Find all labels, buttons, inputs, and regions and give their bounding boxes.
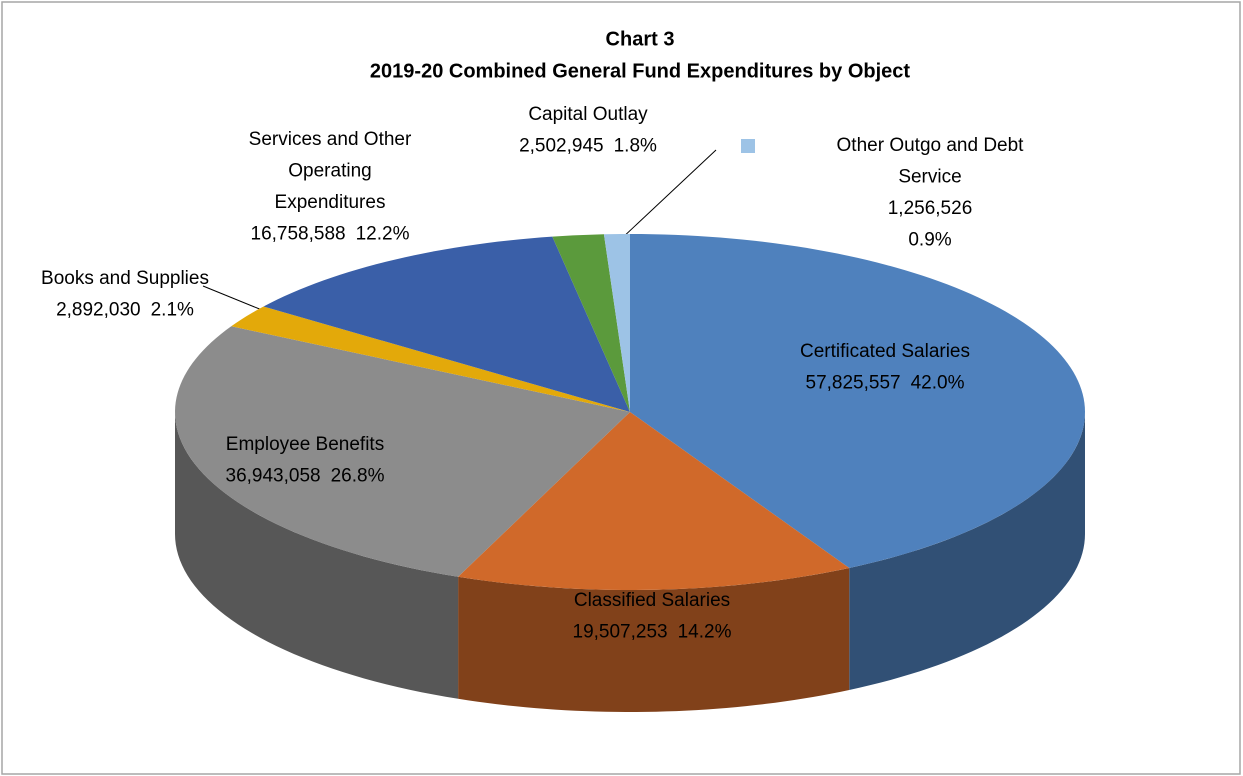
label-marker bbox=[741, 139, 755, 153]
percent-text: 42.0% bbox=[911, 373, 965, 394]
slice bbox=[603, 234, 630, 412]
percent-text: 2.1% bbox=[151, 300, 194, 321]
data-label-value: 2,502,945 1.8% bbox=[519, 136, 657, 157]
slice-side bbox=[849, 412, 1085, 690]
label-line: Operating bbox=[288, 161, 371, 182]
value-text: 2,502,945 bbox=[519, 136, 604, 157]
slice bbox=[552, 234, 630, 412]
value-text: 36,943,058 bbox=[226, 466, 321, 487]
percent-text: 14.2% bbox=[678, 622, 732, 643]
label-line: Services and Other bbox=[249, 129, 412, 150]
data-label-category: Classified Salaries bbox=[574, 590, 730, 611]
value-text: 16,758,588 bbox=[251, 224, 346, 245]
slice-side bbox=[458, 567, 850, 712]
slice bbox=[263, 236, 630, 412]
data-label-value: 16,758,588 12.2% bbox=[251, 224, 410, 245]
data-label-category: Capital Outlay bbox=[528, 104, 648, 125]
data-label-value: 36,943,058 26.8% bbox=[226, 466, 385, 487]
label-line: Service bbox=[898, 167, 961, 188]
data-label-value: 2,892,030 2.1% bbox=[56, 300, 194, 321]
percent-text: 26.8% bbox=[331, 466, 385, 487]
data-label-category: Services and Other Operating Expenditures bbox=[249, 129, 412, 213]
percent-text: 1.8% bbox=[614, 136, 657, 157]
label-line: Other Outgo and Debt bbox=[837, 135, 1025, 156]
slice bbox=[231, 306, 630, 412]
chart-subtitle: 2019-20 Combined General Fund Expenditur… bbox=[370, 60, 910, 82]
chart-title: Chart 3 bbox=[606, 28, 675, 50]
data-label-category: Books and Supplies bbox=[41, 268, 209, 289]
data-label-percent: 0.9% bbox=[908, 230, 951, 251]
data-label-category: Other Outgo and Debt Service bbox=[837, 135, 1025, 188]
data-label-value: 1,256,526 bbox=[888, 198, 973, 219]
value-text: 57,825,557 bbox=[806, 373, 901, 394]
slice-side bbox=[175, 412, 459, 699]
data-label-category: Employee Benefits bbox=[226, 434, 384, 455]
slice bbox=[630, 234, 1085, 568]
percent-text: 12.2% bbox=[356, 224, 410, 245]
slice bbox=[175, 326, 630, 577]
value-text: 2,892,030 bbox=[56, 300, 141, 321]
slice bbox=[458, 412, 850, 590]
label-line: Expenditures bbox=[275, 192, 386, 213]
data-label-value: 57,825,557 42.0% bbox=[806, 373, 965, 394]
data-label-value: 19,507,253 14.2% bbox=[573, 622, 732, 643]
leader-line bbox=[619, 149, 717, 241]
data-label-category: Certificated Salaries bbox=[800, 341, 970, 362]
leader-line bbox=[202, 285, 263, 311]
value-text: 19,507,253 bbox=[573, 622, 668, 643]
